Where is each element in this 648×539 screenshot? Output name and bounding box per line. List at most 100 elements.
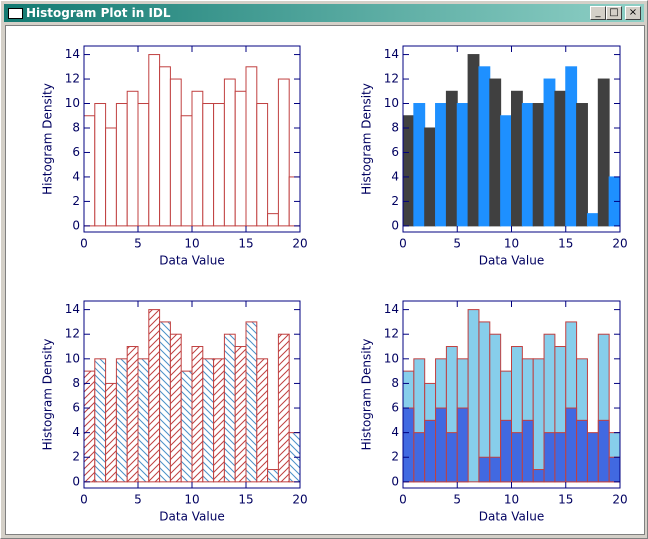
histogram-bar: [245, 66, 258, 227]
histogram-bar: [83, 370, 96, 483]
histogram-bar: [105, 127, 117, 227]
y-tick-label: 4: [391, 425, 399, 439]
y-axis-label: Histogram Density: [360, 339, 374, 451]
histogram-bar: [234, 90, 247, 227]
y-tick-label: 0: [72, 474, 80, 488]
x-tick-label: 20: [292, 493, 307, 507]
histogram-bar: [435, 407, 447, 483]
histogram-bar: [478, 456, 491, 483]
histogram-bar: [94, 103, 107, 227]
histogram-bar: [565, 407, 578, 483]
window-title: Histogram Plot in IDL: [26, 6, 171, 20]
x-tick-label: 20: [292, 237, 307, 251]
x-tick-label: 15: [238, 493, 253, 507]
window-icon: [8, 8, 23, 19]
histogram-bar: [511, 90, 523, 227]
histogram-bar: [543, 78, 556, 227]
x-axis-label: Data Value: [159, 254, 224, 268]
histogram-bar: [202, 103, 215, 227]
histogram-bar: [137, 103, 150, 227]
histogram-bar: [191, 90, 204, 227]
y-tick-label: 10: [65, 96, 80, 110]
x-axis-label: Data Value: [159, 510, 224, 524]
histogram-bar: [267, 213, 279, 227]
histogram-bar: [500, 419, 512, 483]
histogram-bar: [521, 103, 534, 227]
minimize-button[interactable]: _: [590, 6, 606, 20]
x-tick-label: 15: [558, 237, 573, 251]
y-tick-label: 12: [384, 72, 399, 86]
histogram-bar: [478, 66, 491, 227]
y-tick-label: 0: [391, 474, 399, 488]
y-tick-label: 14: [384, 47, 399, 61]
histogram-bar: [543, 432, 556, 483]
x-tick-label: 5: [453, 237, 461, 251]
y-tick-label: 2: [391, 194, 399, 208]
histogram-bar: [159, 321, 171, 483]
x-axis-label: Data Value: [479, 510, 544, 524]
histogram-bar: [223, 333, 236, 483]
x-tick-label: 10: [184, 493, 199, 507]
histogram-bar: [424, 419, 437, 483]
y-axis-label: Histogram Density: [41, 339, 55, 451]
histogram-bar: [402, 407, 415, 483]
x-tick-label: 10: [504, 493, 519, 507]
histogram-bar: [148, 309, 161, 483]
y-tick-label: 12: [65, 72, 80, 86]
y-tick-label: 10: [65, 351, 80, 365]
histogram-bar: [424, 127, 437, 227]
y-tick-label: 2: [72, 450, 80, 464]
y-tick-label: 12: [65, 327, 80, 341]
x-tick-label: 15: [558, 493, 573, 507]
histogram-bar: [180, 115, 193, 227]
y-tick-label: 12: [384, 327, 399, 341]
close-button[interactable]: ×: [625, 6, 641, 20]
histogram-bar: [256, 358, 269, 483]
x-axis-label: Data Value: [479, 254, 544, 268]
histogram-bar: [456, 103, 469, 227]
y-tick-label: 4: [72, 425, 80, 439]
x-tick-label: 5: [134, 237, 142, 251]
y-tick-label: 6: [391, 401, 399, 415]
histogram-bar: [105, 382, 117, 483]
histogram-bar: [456, 407, 469, 483]
y-tick-label: 14: [384, 302, 399, 316]
histogram-bar: [191, 346, 204, 483]
histogram-bar: [597, 419, 610, 483]
histogram-bar: [576, 419, 588, 483]
histogram-bar: [445, 90, 458, 227]
histogram-bar: [445, 432, 458, 483]
y-tick-label: 2: [72, 194, 80, 208]
y-tick-label: 4: [391, 169, 399, 183]
x-tick-label: 0: [80, 493, 88, 507]
histogram-bar: [169, 78, 182, 227]
histogram-bar: [532, 469, 545, 483]
histogram-bar: [94, 358, 107, 483]
y-tick-label: 8: [72, 120, 80, 134]
histogram-bar: [500, 115, 512, 227]
y-tick-label: 8: [391, 120, 399, 134]
histogram-bar: [554, 90, 567, 227]
histogram-bar: [489, 78, 502, 227]
histogram-bar: [180, 370, 193, 483]
histogram-bar: [532, 103, 545, 227]
x-tick-label: 0: [399, 493, 407, 507]
histogram-bar: [256, 103, 269, 227]
histogram-bar: [148, 54, 161, 227]
x-tick-label: 20: [612, 237, 627, 251]
y-tick-label: 14: [65, 302, 80, 316]
histogram-bar: [597, 78, 610, 227]
x-tick-label: 0: [80, 237, 88, 251]
y-tick-label: 6: [391, 145, 399, 159]
y-tick-label: 6: [72, 401, 80, 415]
histogram-bar: [467, 54, 480, 227]
maximize-button[interactable]: □: [606, 6, 622, 20]
x-tick-label: 20: [612, 493, 627, 507]
histogram-bar: [137, 358, 150, 483]
histogram-bar: [126, 346, 139, 483]
histogram-bar: [213, 358, 225, 483]
histogram-bar: [402, 115, 415, 227]
histogram-bar: [413, 103, 426, 227]
histogram-bar: [608, 456, 621, 483]
